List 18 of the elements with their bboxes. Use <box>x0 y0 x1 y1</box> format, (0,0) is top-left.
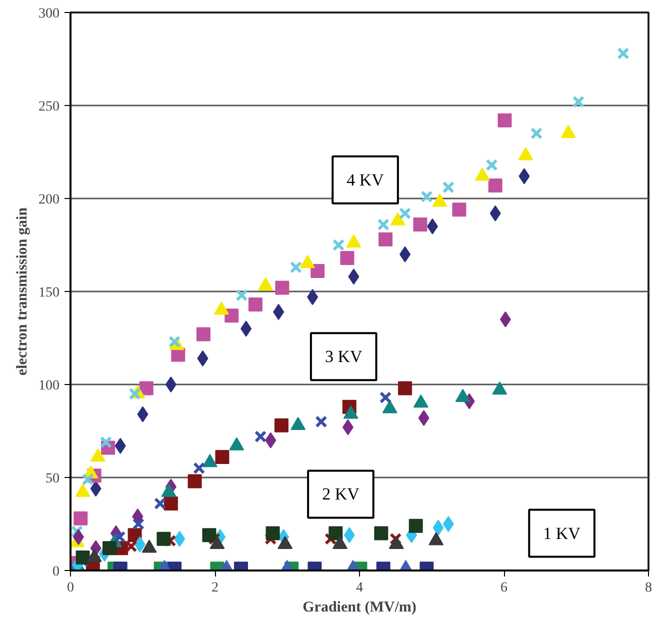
y-tick-label: 0 <box>52 564 60 580</box>
x-tick-label: 2 <box>212 580 218 596</box>
x-tick-label: 8 <box>645 580 652 596</box>
x-tick-label: 0 <box>67 580 74 596</box>
y-tick-label: 150 <box>38 286 60 300</box>
x-tick-label: 6 <box>500 580 508 596</box>
annotation: 2 KV <box>322 484 360 504</box>
y-tick-label: 300 <box>38 6 60 22</box>
annotation: 3 KV <box>324 347 363 366</box>
y-tick-label: 100 <box>38 378 60 394</box>
y-axis-title: electron transmission gain <box>14 206 30 376</box>
y-tick-label: 200 <box>38 192 60 208</box>
y-tick-label: 50 <box>46 472 60 486</box>
x-axis-title: Gradient (MV/m) <box>302 600 416 616</box>
annotation: 1 KV <box>543 524 582 543</box>
annotation: 4 KV <box>346 170 385 190</box>
y-tick-label: 250 <box>38 100 60 114</box>
x-tick-label: 4 <box>356 580 363 596</box>
